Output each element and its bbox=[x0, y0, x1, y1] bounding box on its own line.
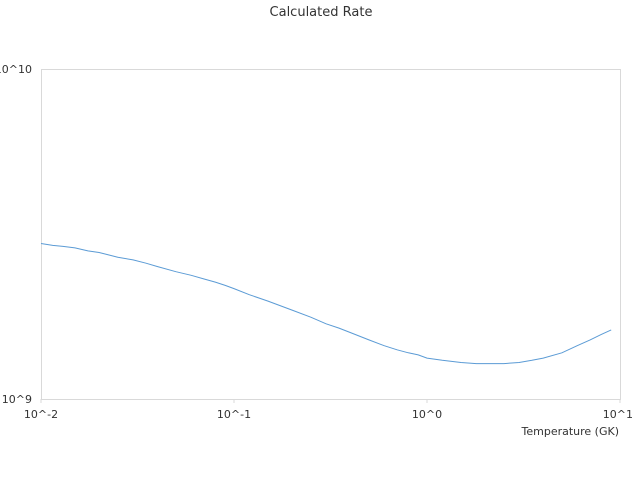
chart-title: Calculated Rate bbox=[270, 5, 373, 20]
series-line bbox=[40, 243, 612, 365]
axis-ticks: 10^-2 10^-1 10^0 10^1 10^9 10^10 bbox=[0, 63, 633, 421]
plot-area bbox=[41, 69, 621, 400]
x-tick-label: 10^1 bbox=[603, 408, 633, 421]
x-tick-label: 10^-1 bbox=[217, 408, 251, 421]
x-tick-label: 10^-2 bbox=[24, 408, 58, 421]
series-layer bbox=[40, 243, 612, 365]
x-axis-label: Temperature (GK) bbox=[521, 425, 620, 438]
y-tick-label: 10^10 bbox=[0, 63, 32, 76]
y-tick-label: 10^9 bbox=[2, 393, 32, 406]
x-tick-label: 10^0 bbox=[412, 408, 442, 421]
